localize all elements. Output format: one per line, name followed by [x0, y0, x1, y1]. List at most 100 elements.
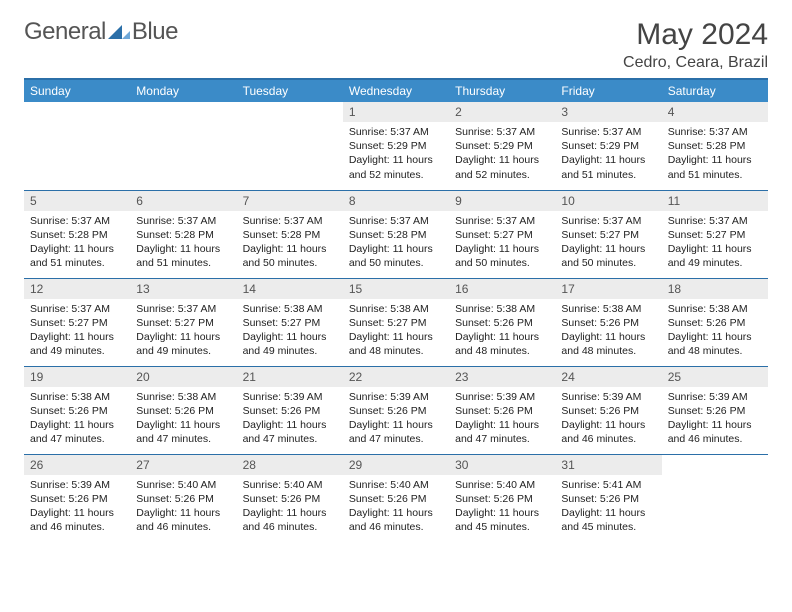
sunset-text: Sunset: 5:26 PM	[561, 492, 655, 506]
day-body: Sunrise: 5:37 AMSunset: 5:28 PMDaylight:…	[237, 211, 343, 276]
sunrise-text: Sunrise: 5:38 AM	[243, 302, 337, 316]
calendar-table: Sunday Monday Tuesday Wednesday Thursday…	[24, 78, 768, 542]
day-body: Sunrise: 5:37 AMSunset: 5:28 PMDaylight:…	[24, 211, 130, 276]
daylight-text: Daylight: 11 hours and 47 minutes.	[243, 418, 337, 446]
daylight-text: Daylight: 11 hours and 48 minutes.	[455, 330, 549, 358]
day-body: Sunrise: 5:39 AMSunset: 5:26 PMDaylight:…	[237, 387, 343, 452]
sunset-text: Sunset: 5:27 PM	[349, 316, 443, 330]
day-number: 15	[343, 279, 449, 299]
calendar-cell: 15Sunrise: 5:38 AMSunset: 5:27 PMDayligh…	[343, 278, 449, 366]
calendar-cell: 10Sunrise: 5:37 AMSunset: 5:27 PMDayligh…	[555, 190, 661, 278]
day-body: Sunrise: 5:38 AMSunset: 5:26 PMDaylight:…	[555, 299, 661, 364]
day-number: 18	[662, 279, 768, 299]
calendar-cell: 5Sunrise: 5:37 AMSunset: 5:28 PMDaylight…	[24, 190, 130, 278]
sunrise-text: Sunrise: 5:37 AM	[136, 302, 230, 316]
calendar-cell: 17Sunrise: 5:38 AMSunset: 5:26 PMDayligh…	[555, 278, 661, 366]
logo-text-2: Blue	[132, 18, 178, 46]
day-body: Sunrise: 5:37 AMSunset: 5:29 PMDaylight:…	[555, 122, 661, 187]
day-number: 16	[449, 279, 555, 299]
day-body: Sunrise: 5:39 AMSunset: 5:26 PMDaylight:…	[449, 387, 555, 452]
day-body: Sunrise: 5:38 AMSunset: 5:26 PMDaylight:…	[130, 387, 236, 452]
day-number: 4	[662, 102, 768, 122]
day-number: 22	[343, 367, 449, 387]
day-number: 20	[130, 367, 236, 387]
day-header: Friday	[555, 79, 661, 102]
sunset-text: Sunset: 5:26 PM	[243, 492, 337, 506]
sunrise-text: Sunrise: 5:39 AM	[30, 478, 124, 492]
daylight-text: Daylight: 11 hours and 48 minutes.	[561, 330, 655, 358]
day-number: 12	[24, 279, 130, 299]
calendar-cell: 31Sunrise: 5:41 AMSunset: 5:26 PMDayligh…	[555, 454, 661, 542]
daylight-text: Daylight: 11 hours and 51 minutes.	[30, 242, 124, 270]
calendar-cell: 9Sunrise: 5:37 AMSunset: 5:27 PMDaylight…	[449, 190, 555, 278]
day-body: Sunrise: 5:40 AMSunset: 5:26 PMDaylight:…	[130, 475, 236, 540]
sunrise-text: Sunrise: 5:37 AM	[668, 125, 762, 139]
day-body: Sunrise: 5:37 AMSunset: 5:27 PMDaylight:…	[555, 211, 661, 276]
day-body: Sunrise: 5:37 AMSunset: 5:27 PMDaylight:…	[662, 211, 768, 276]
sunrise-text: Sunrise: 5:37 AM	[561, 125, 655, 139]
day-body: Sunrise: 5:41 AMSunset: 5:26 PMDaylight:…	[555, 475, 661, 540]
daylight-text: Daylight: 11 hours and 47 minutes.	[349, 418, 443, 446]
calendar-cell: 20Sunrise: 5:38 AMSunset: 5:26 PMDayligh…	[130, 366, 236, 454]
calendar-cell	[24, 102, 130, 190]
daylight-text: Daylight: 11 hours and 51 minutes.	[136, 242, 230, 270]
calendar-cell: 4Sunrise: 5:37 AMSunset: 5:28 PMDaylight…	[662, 102, 768, 190]
sunrise-text: Sunrise: 5:38 AM	[30, 390, 124, 404]
day-body: Sunrise: 5:38 AMSunset: 5:26 PMDaylight:…	[24, 387, 130, 452]
calendar-week-row: 12Sunrise: 5:37 AMSunset: 5:27 PMDayligh…	[24, 278, 768, 366]
sunrise-text: Sunrise: 5:37 AM	[561, 214, 655, 228]
daylight-text: Daylight: 11 hours and 47 minutes.	[136, 418, 230, 446]
daylight-text: Daylight: 11 hours and 46 minutes.	[668, 418, 762, 446]
day-body: Sunrise: 5:38 AMSunset: 5:27 PMDaylight:…	[343, 299, 449, 364]
daylight-text: Daylight: 11 hours and 48 minutes.	[668, 330, 762, 358]
calendar-cell: 22Sunrise: 5:39 AMSunset: 5:26 PMDayligh…	[343, 366, 449, 454]
day-number: 21	[237, 367, 343, 387]
sunrise-text: Sunrise: 5:38 AM	[349, 302, 443, 316]
sunset-text: Sunset: 5:26 PM	[349, 404, 443, 418]
day-number: 31	[555, 455, 661, 475]
day-number: 26	[24, 455, 130, 475]
day-number: 13	[130, 279, 236, 299]
calendar-week-row: 5Sunrise: 5:37 AMSunset: 5:28 PMDaylight…	[24, 190, 768, 278]
sunrise-text: Sunrise: 5:40 AM	[455, 478, 549, 492]
daylight-text: Daylight: 11 hours and 51 minutes.	[668, 153, 762, 181]
calendar-cell: 21Sunrise: 5:39 AMSunset: 5:26 PMDayligh…	[237, 366, 343, 454]
daylight-text: Daylight: 11 hours and 50 minutes.	[243, 242, 337, 270]
day-header-row: Sunday Monday Tuesday Wednesday Thursday…	[24, 79, 768, 102]
sunrise-text: Sunrise: 5:37 AM	[455, 125, 549, 139]
daylight-text: Daylight: 11 hours and 45 minutes.	[561, 506, 655, 534]
daylight-text: Daylight: 11 hours and 46 minutes.	[349, 506, 443, 534]
sunset-text: Sunset: 5:28 PM	[30, 228, 124, 242]
calendar-cell: 2Sunrise: 5:37 AMSunset: 5:29 PMDaylight…	[449, 102, 555, 190]
calendar-cell: 23Sunrise: 5:39 AMSunset: 5:26 PMDayligh…	[449, 366, 555, 454]
sunset-text: Sunset: 5:26 PM	[30, 492, 124, 506]
sunrise-text: Sunrise: 5:38 AM	[668, 302, 762, 316]
sunrise-text: Sunrise: 5:37 AM	[136, 214, 230, 228]
sunset-text: Sunset: 5:26 PM	[668, 316, 762, 330]
sunrise-text: Sunrise: 5:37 AM	[30, 302, 124, 316]
sunset-text: Sunset: 5:26 PM	[561, 316, 655, 330]
sunset-text: Sunset: 5:27 PM	[243, 316, 337, 330]
calendar-cell: 8Sunrise: 5:37 AMSunset: 5:28 PMDaylight…	[343, 190, 449, 278]
calendar-cell: 6Sunrise: 5:37 AMSunset: 5:28 PMDaylight…	[130, 190, 236, 278]
header: General Blue May 2024 Cedro, Ceara, Braz…	[24, 18, 768, 72]
sunset-text: Sunset: 5:26 PM	[30, 404, 124, 418]
day-body: Sunrise: 5:37 AMSunset: 5:28 PMDaylight:…	[130, 211, 236, 276]
day-body: Sunrise: 5:37 AMSunset: 5:29 PMDaylight:…	[343, 122, 449, 187]
sunset-text: Sunset: 5:27 PM	[136, 316, 230, 330]
day-body: Sunrise: 5:37 AMSunset: 5:27 PMDaylight:…	[130, 299, 236, 364]
calendar-cell: 19Sunrise: 5:38 AMSunset: 5:26 PMDayligh…	[24, 366, 130, 454]
sunset-text: Sunset: 5:28 PM	[243, 228, 337, 242]
day-number: 30	[449, 455, 555, 475]
day-body: Sunrise: 5:39 AMSunset: 5:26 PMDaylight:…	[662, 387, 768, 452]
day-header: Monday	[130, 79, 236, 102]
calendar-cell: 1Sunrise: 5:37 AMSunset: 5:29 PMDaylight…	[343, 102, 449, 190]
day-body: Sunrise: 5:40 AMSunset: 5:26 PMDaylight:…	[449, 475, 555, 540]
sunset-text: Sunset: 5:26 PM	[455, 492, 549, 506]
calendar-cell	[662, 454, 768, 542]
day-header: Tuesday	[237, 79, 343, 102]
daylight-text: Daylight: 11 hours and 45 minutes.	[455, 506, 549, 534]
daylight-text: Daylight: 11 hours and 47 minutes.	[455, 418, 549, 446]
daylight-text: Daylight: 11 hours and 49 minutes.	[668, 242, 762, 270]
daylight-text: Daylight: 11 hours and 46 minutes.	[136, 506, 230, 534]
